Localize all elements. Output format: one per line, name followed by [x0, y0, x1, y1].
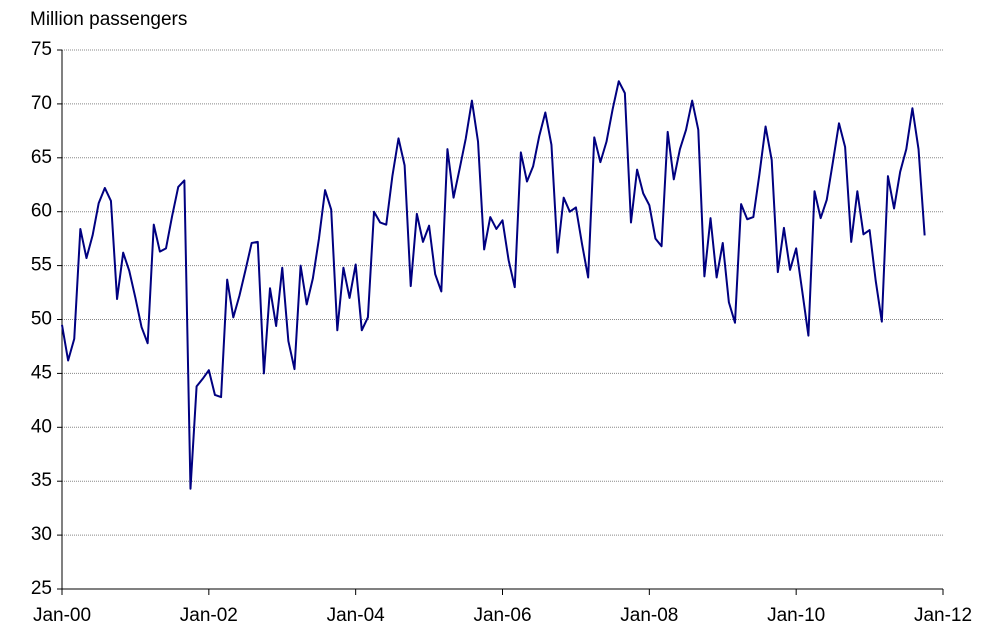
x-tick-label: Jan-02: [180, 605, 238, 626]
y-tick-label: 60: [31, 201, 52, 222]
y-tick-label: 30: [31, 524, 52, 545]
x-tick-label: Jan-08: [620, 605, 678, 626]
line-series: [61, 80, 926, 490]
y-tick-label: 50: [31, 309, 52, 330]
y-tick-label: 45: [31, 362, 52, 383]
y-tick-label: 40: [31, 416, 52, 437]
y-tick-label: 55: [31, 255, 52, 276]
y-tick-label: 35: [31, 470, 52, 491]
x-tick-label: Jan-04: [327, 605, 386, 626]
x-tick-label: Jan-06: [473, 605, 531, 626]
y-axis-title: Million passengers: [30, 9, 187, 30]
x-tick-label: Jan-12: [914, 605, 972, 626]
y-tick-label: 65: [31, 147, 52, 168]
y-tick-label: 75: [31, 39, 52, 60]
y-tick-label: 70: [31, 93, 52, 114]
x-tick-label: Jan-00: [33, 605, 91, 626]
x-tick-label: Jan-10: [767, 605, 825, 626]
y-tick-label: 25: [31, 578, 52, 599]
